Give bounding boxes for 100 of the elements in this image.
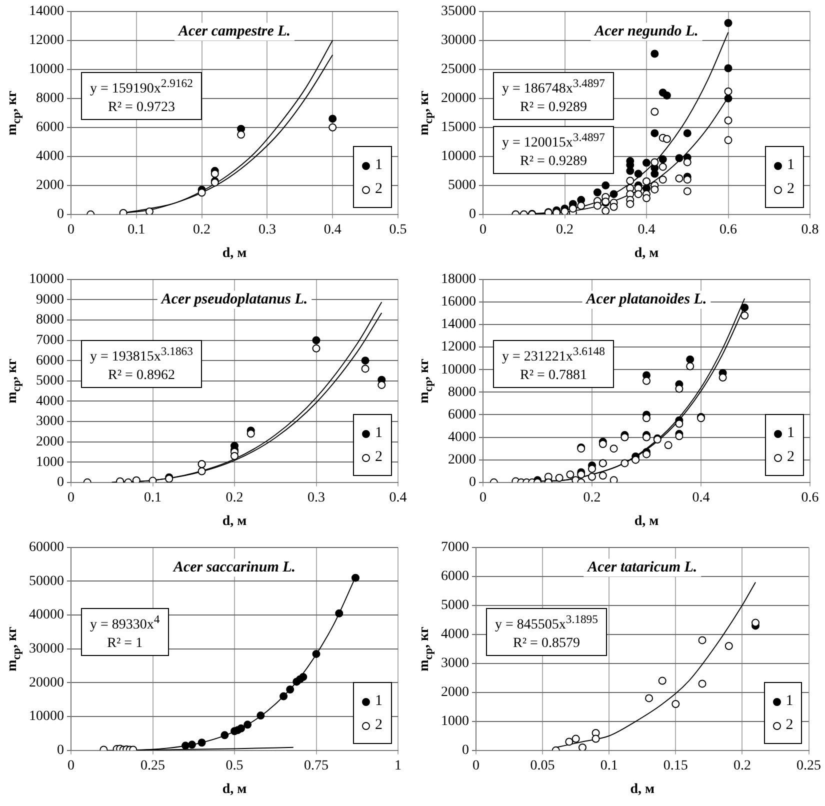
y-tick-label: 0 bbox=[462, 743, 469, 758]
y-tick-label: 7000 bbox=[441, 540, 469, 556]
x-tick-label: 0.8 bbox=[801, 222, 819, 238]
x-tick-label: 0.1 bbox=[128, 222, 146, 238]
y-tick-label: 4000 bbox=[36, 149, 64, 164]
x-tick-label: 0.1 bbox=[600, 758, 618, 774]
y-tick-label: 18000 bbox=[441, 272, 476, 288]
y-tick-label: 5000 bbox=[36, 374, 64, 389]
text: Acer pseudoplatanus L. bbox=[160, 292, 308, 308]
x-tick-label: 0 bbox=[68, 758, 74, 774]
y-tick-label: 2000 bbox=[448, 452, 476, 468]
x-tick-label: 0.2 bbox=[226, 490, 244, 506]
y-tick-label: 0 bbox=[469, 207, 476, 222]
x-tick-label: 0.1 bbox=[144, 490, 162, 506]
y-tick-label: 20000 bbox=[29, 675, 64, 690]
text: Acer platanoides L. bbox=[585, 292, 707, 308]
y-tick-label: 6000 bbox=[36, 120, 64, 136]
y-tick-label: 8000 bbox=[36, 312, 64, 328]
annotation: y = 186748x$^{3.4897}$ R² = 0.9289 bbox=[502, 76, 605, 117]
x-tick-label: 0.2 bbox=[556, 222, 574, 238]
y-tick-label: 6000 bbox=[441, 569, 469, 584]
x-tick-label: 0.75 bbox=[304, 758, 328, 774]
x-tick-label: 0.3 bbox=[258, 222, 276, 238]
y-tick-label: 35000 bbox=[441, 4, 476, 20]
y-tick-label: 25000 bbox=[441, 62, 476, 78]
annotation: y = 159190x$^{2.9162}$ R² = 0.9723 bbox=[90, 76, 193, 117]
y-tick-label: 0 bbox=[469, 475, 476, 490]
y-tick-label: 8000 bbox=[448, 384, 476, 400]
y-tick-label: 5000 bbox=[448, 178, 476, 194]
y-tick-label: 0 bbox=[57, 207, 64, 222]
y-tick-label: 50000 bbox=[29, 574, 64, 589]
y-tick-label: 0 bbox=[57, 475, 64, 490]
y-tick-label: 10000 bbox=[29, 62, 64, 78]
x-axis-title: d, м bbox=[634, 246, 660, 262]
text: y = 89330x$^{4}$ R² = 1 bbox=[90, 613, 160, 651]
x-tick-label: 0.2 bbox=[193, 222, 211, 238]
x-tick-label: 0 bbox=[68, 222, 74, 238]
y-tick-label: 6000 bbox=[36, 353, 64, 368]
y-tick-label: 60000 bbox=[29, 540, 64, 556]
legend-label: 2 bbox=[375, 181, 382, 198]
y-tick-label: 9000 bbox=[36, 292, 64, 308]
y-tick-label: 16000 bbox=[441, 294, 476, 310]
legend-label: 2 bbox=[375, 717, 382, 734]
y-tick-label: 14000 bbox=[29, 4, 64, 20]
y-tick-label: 20000 bbox=[441, 91, 476, 106]
y-tick-label: 10000 bbox=[441, 149, 476, 164]
y-tick-label: 10000 bbox=[29, 709, 64, 724]
x-tick-label: 0 bbox=[480, 222, 486, 238]
annotation: y = 845505x$^{3.1895}$ R² = 0.8579 bbox=[495, 612, 598, 653]
y-tick-label: 4000 bbox=[441, 627, 469, 642]
legend-label: 1 bbox=[375, 425, 382, 442]
y-tick-label: 0 bbox=[57, 743, 64, 758]
annotation: y = 193815x$^{3.1863}$ R² = 0.8962 bbox=[90, 344, 193, 385]
y-tick-label: 14000 bbox=[441, 317, 476, 332]
legend-label: 1 bbox=[787, 425, 794, 442]
legend-label: 1 bbox=[375, 157, 382, 174]
x-tick-label: 0 bbox=[68, 490, 74, 506]
y-tick-label: 30000 bbox=[29, 642, 64, 657]
x-tick-label: 0.2 bbox=[733, 758, 751, 774]
x-tick-label: 0.6 bbox=[801, 490, 819, 506]
y-tick-label: 1000 bbox=[36, 454, 64, 470]
y-tick-label: 7000 bbox=[36, 332, 64, 348]
y-tick-label: 10000 bbox=[29, 272, 64, 288]
x-axis-title: d, м bbox=[630, 782, 655, 798]
text: Acer saccarinum L. bbox=[172, 560, 296, 576]
y-tick-label: 12000 bbox=[29, 33, 64, 48]
y-tick-label: 40000 bbox=[29, 608, 64, 623]
y-tick-label: 5000 bbox=[441, 598, 469, 614]
x-tick-label: 1 bbox=[394, 758, 402, 774]
x-axis-title: d, м bbox=[634, 514, 660, 530]
legend-label: 2 bbox=[786, 717, 794, 734]
y-tick-label: 1000 bbox=[441, 714, 469, 730]
legend-label: 1 bbox=[787, 157, 794, 174]
text: Acer negundo L. bbox=[594, 24, 698, 40]
x-tick-label: 0.05 bbox=[530, 758, 555, 774]
y-tick-label: 8000 bbox=[36, 91, 64, 106]
x-axis-title: d, м bbox=[222, 514, 248, 530]
legend-label: 2 bbox=[787, 449, 794, 466]
x-tick-label: 0.15 bbox=[663, 758, 688, 774]
y-tick-label: 2000 bbox=[36, 178, 64, 194]
x-tick-label: 0.4 bbox=[324, 222, 342, 238]
y-tick-label: 2000 bbox=[441, 685, 469, 700]
annotation: y = 120015x$^{3.4897}$ R² = 0.9289 bbox=[502, 130, 605, 171]
y-tick-label: 30000 bbox=[441, 33, 476, 48]
x-tick-label: 0.4 bbox=[389, 490, 407, 506]
text: Acer campestre L. bbox=[177, 24, 291, 40]
x-tick-label: 0.3 bbox=[308, 490, 325, 506]
y-tick-label: 10000 bbox=[441, 362, 476, 378]
legend-label: 1 bbox=[375, 693, 382, 710]
y-tick-label: 4000 bbox=[36, 394, 64, 409]
y-tick-label: 4000 bbox=[448, 430, 476, 445]
x-axis-title: d, м bbox=[222, 782, 248, 798]
x-tick-label: 0.5 bbox=[389, 222, 407, 238]
legend-label: 2 bbox=[375, 449, 382, 466]
y-tick-label: 6000 bbox=[448, 407, 476, 422]
x-tick-label: 0 bbox=[480, 490, 486, 506]
x-tick-label: 0.2 bbox=[583, 490, 601, 506]
annotation: y = 231221x$^{3.6148}$ R² = 0.7881 bbox=[502, 344, 605, 385]
y-tick-label: 2000 bbox=[36, 434, 64, 450]
x-tick-label: 0.25 bbox=[796, 758, 821, 774]
